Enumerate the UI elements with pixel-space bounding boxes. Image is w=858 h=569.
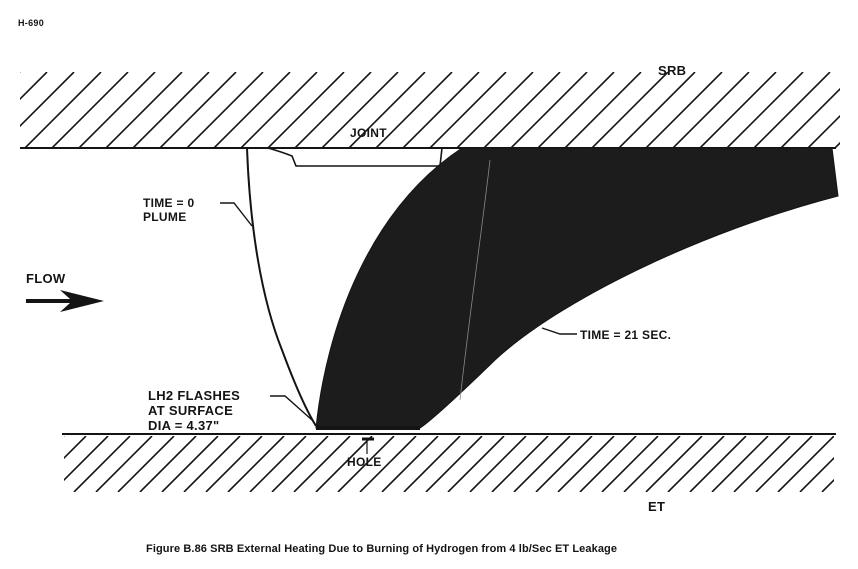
et-hatch-line — [733, 436, 791, 492]
srb-hatch-line — [591, 72, 669, 148]
et-hatch-line — [205, 436, 263, 492]
et-hatch-line — [755, 436, 813, 492]
srb-hatching — [20, 72, 840, 148]
et-hatch-line — [315, 436, 373, 492]
et-hatch-line — [381, 436, 439, 492]
srb-hatch-line — [375, 72, 453, 148]
srb-hatch-line — [429, 72, 507, 148]
plume-streak — [459, 159, 491, 401]
et-hatch-line — [645, 436, 703, 492]
srb-hatch-line — [564, 72, 642, 148]
srb-hatch-line — [483, 72, 561, 148]
lh2-flash-surface — [316, 426, 420, 430]
et-hatch-line — [623, 436, 681, 492]
time-zero-label: TIME = 0 — [143, 196, 195, 210]
et-hatch-line — [271, 436, 329, 492]
srb-hatch-line — [348, 72, 426, 148]
srb-hatch-line — [105, 72, 183, 148]
et-hatch-line — [73, 436, 131, 492]
et-hatching — [64, 436, 834, 492]
srb-label: SRB — [658, 63, 687, 78]
document-id: H-690 — [18, 18, 45, 28]
et-hatch-line — [161, 436, 219, 492]
joint-outline — [267, 147, 443, 167]
et-hatch-line — [799, 456, 834, 492]
srb-hatch-line — [321, 72, 399, 148]
srb-hatch-line — [24, 72, 102, 148]
plume-label: PLUME — [143, 210, 187, 224]
et-hatch-line — [64, 436, 109, 482]
et-hatch-line — [821, 478, 834, 492]
hole-label: HOLE — [347, 455, 382, 469]
lh2-leader — [270, 395, 313, 421]
srb-hatch-line — [51, 72, 129, 148]
et-label: ET — [648, 499, 666, 514]
srb-hatch-line — [402, 72, 480, 148]
et-hatch-line — [139, 436, 197, 492]
srb-hatch-line — [20, 72, 75, 128]
et-hatch-line — [777, 436, 834, 492]
srb-hatch-line — [753, 72, 831, 148]
srb-hatch-line — [645, 72, 723, 148]
srb-hatch-line — [807, 114, 840, 148]
et-hatch-line — [491, 436, 549, 492]
et-hatch-line — [579, 436, 637, 492]
et-hatch-line — [689, 436, 747, 492]
flow-arrow-icon — [26, 290, 104, 312]
et-hatch-line — [601, 436, 659, 492]
et-hatch-line — [227, 436, 285, 492]
et-hatch-line — [64, 436, 87, 460]
srb-hatch-line — [186, 72, 264, 148]
et-hatch-line — [359, 436, 417, 492]
srb-hatch-line — [213, 72, 291, 148]
srb-hatch-line — [618, 72, 696, 148]
et-hatch-line — [403, 436, 461, 492]
et-hatch-line — [513, 436, 571, 492]
et-hatch-line — [337, 436, 395, 492]
srb-hatch-line — [267, 72, 345, 148]
srb-hatch-line — [20, 72, 48, 101]
diameter-label: DIA = 4.37" — [148, 418, 220, 433]
plume-time-0 — [246, 147, 317, 427]
srb-hatch-line — [699, 72, 777, 148]
et-hatch-line — [95, 436, 153, 492]
time-21-leader — [541, 327, 577, 335]
et-hatch-line — [711, 436, 769, 492]
srb-hatch-line — [78, 72, 156, 148]
et-hatch-line — [183, 436, 241, 492]
srb-hatch-line — [294, 72, 372, 148]
flow-label: FLOW — [26, 271, 66, 286]
srb-hatch-line — [834, 141, 840, 148]
srb-hatch-line — [240, 72, 318, 148]
et-hatch-line — [535, 436, 593, 492]
et-hatch-line — [469, 436, 527, 492]
et-hatch-line — [447, 436, 505, 492]
et-hatch-line — [425, 436, 483, 492]
at-surface-label: AT SURFACE — [148, 403, 234, 418]
srb-hatch-line — [510, 72, 588, 148]
et-hatch-line — [667, 436, 725, 492]
time-0-leader — [220, 202, 253, 227]
srb-hatch-line — [780, 87, 840, 148]
srb-hatch-line — [20, 72, 21, 74]
et-hatch-line — [117, 436, 175, 492]
srb-hatch-line — [672, 72, 750, 148]
lh2-flashes-label: LH2 FLASHES — [148, 388, 241, 403]
et-hatch-line — [293, 436, 351, 492]
srb-hatch-line — [456, 72, 534, 148]
et-hatch-line — [557, 436, 615, 492]
time-21-label: TIME = 21 SEC. — [580, 328, 672, 342]
joint-label: JOINT — [350, 126, 387, 140]
et-hatch-line — [249, 436, 307, 492]
srb-hatch-line — [726, 72, 804, 148]
srb-hatch-line — [537, 72, 615, 148]
et-hatch-line — [64, 436, 65, 438]
plume-time-21 — [315, 147, 839, 429]
srb-hatch-line — [159, 72, 237, 148]
srb-hatch-line — [132, 72, 210, 148]
figure-caption: Figure B.86 SRB External Heating Due to … — [146, 543, 618, 555]
